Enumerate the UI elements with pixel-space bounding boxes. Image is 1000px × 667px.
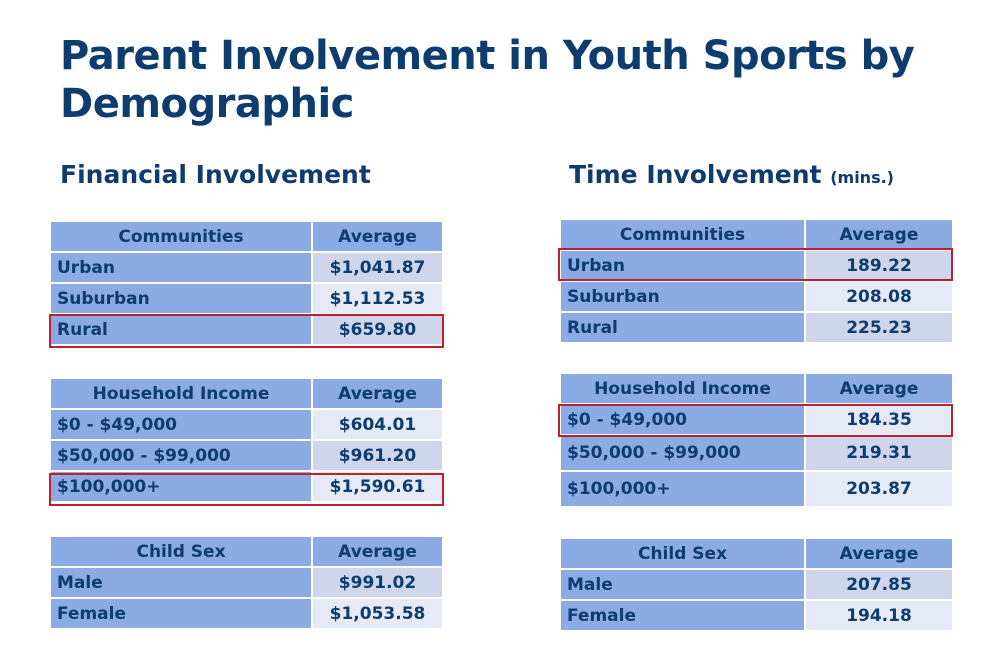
table-row: $100,000+ $1,590.61: [51, 472, 442, 501]
column-header: Average: [804, 374, 952, 403]
financial-heading-text: Financial Involvement: [60, 160, 371, 189]
time-income-table: Household Income Average $0 - $49,000 18…: [561, 372, 952, 508]
column-header: Child Sex: [561, 539, 804, 568]
column-header: Child Sex: [51, 537, 311, 566]
page-title: Parent Involvement in Youth Sports by De…: [60, 33, 915, 127]
table-row: Rural 225.23: [561, 313, 952, 342]
row-value: 219.31: [804, 436, 952, 470]
row-value: $1,053.58: [311, 599, 442, 628]
table-header-row: Communities Average: [561, 220, 952, 249]
row-value: $1,590.61: [311, 472, 442, 501]
row-label: Suburban: [51, 284, 311, 313]
row-label: Female: [51, 599, 311, 628]
row-value: 189.22: [804, 251, 952, 280]
table-row: $0 - $49,000 $604.01: [51, 410, 442, 439]
row-label: Suburban: [561, 282, 804, 311]
table-row: Rural $659.80: [51, 315, 442, 344]
row-label: Male: [51, 568, 311, 597]
column-header: Communities: [51, 222, 311, 251]
table-row: Urban 189.22: [561, 251, 952, 280]
table-header-row: Child Sex Average: [561, 539, 952, 568]
financial-sex-table: Child Sex Average Male $991.02 Female $1…: [51, 535, 442, 630]
column-header: Average: [311, 222, 442, 251]
row-value: $659.80: [311, 315, 442, 344]
row-value: $604.01: [311, 410, 442, 439]
time-sex-table: Child Sex Average Male 207.85 Female 194…: [561, 537, 952, 632]
row-label: Urban: [561, 251, 804, 280]
table-row: Urban $1,041.87: [51, 253, 442, 282]
row-label: Rural: [51, 315, 311, 344]
column-header: Average: [804, 220, 952, 249]
row-value: 208.08: [804, 282, 952, 311]
table-row: Male 207.85: [561, 570, 952, 599]
table-row: $50,000 - $99,000 $961.20: [51, 441, 442, 470]
table-row: Female $1,053.58: [51, 599, 442, 628]
row-label: Male: [561, 570, 804, 599]
table-row: Suburban 208.08: [561, 282, 952, 311]
row-label: $0 - $49,000: [561, 405, 804, 434]
column-header: Household Income: [51, 379, 311, 408]
row-value: 225.23: [804, 313, 952, 342]
time-communities-table: Communities Average Urban 189.22 Suburba…: [561, 218, 952, 344]
row-label: Female: [561, 601, 804, 630]
row-label: $50,000 - $99,000: [51, 441, 311, 470]
table-header-row: Household Income Average: [561, 374, 952, 403]
row-value: $991.02: [311, 568, 442, 597]
column-header: Communities: [561, 220, 804, 249]
table-row: Suburban $1,112.53: [51, 284, 442, 313]
table-row: $0 - $49,000 184.35: [561, 405, 952, 434]
row-label: Urban: [51, 253, 311, 282]
column-header: Average: [804, 539, 952, 568]
column-header: Average: [311, 537, 442, 566]
table-header-row: Communities Average: [51, 222, 442, 251]
financial-involvement-heading: Financial Involvement: [60, 160, 371, 189]
table-row: Female 194.18: [561, 601, 952, 630]
row-label: $50,000 - $99,000: [561, 436, 804, 470]
time-involvement-heading: Time Involvement (mins.): [569, 160, 894, 189]
table-row: Male $991.02: [51, 568, 442, 597]
column-header: Household Income: [561, 374, 804, 403]
row-value: 194.18: [804, 601, 952, 630]
row-label: $0 - $49,000: [51, 410, 311, 439]
financial-communities-table: Communities Average Urban $1,041.87 Subu…: [51, 220, 442, 346]
time-unit-label: (mins.): [830, 168, 894, 187]
row-value: $961.20: [311, 441, 442, 470]
table-header-row: Household Income Average: [51, 379, 442, 408]
table-row: $100,000+ 203.87: [561, 472, 952, 506]
time-heading-text: Time Involvement: [569, 160, 822, 189]
row-value: $1,041.87: [311, 253, 442, 282]
financial-income-table: Household Income Average $0 - $49,000 $6…: [51, 377, 442, 503]
row-label: $100,000+: [561, 472, 804, 506]
table-header-row: Child Sex Average: [51, 537, 442, 566]
row-label: $100,000+: [51, 472, 311, 501]
table-row: $50,000 - $99,000 219.31: [561, 436, 952, 470]
row-value: 207.85: [804, 570, 952, 599]
column-header: Average: [311, 379, 442, 408]
row-value: 203.87: [804, 472, 952, 506]
row-label: Rural: [561, 313, 804, 342]
row-value: 184.35: [804, 405, 952, 434]
row-value: $1,112.53: [311, 284, 442, 313]
